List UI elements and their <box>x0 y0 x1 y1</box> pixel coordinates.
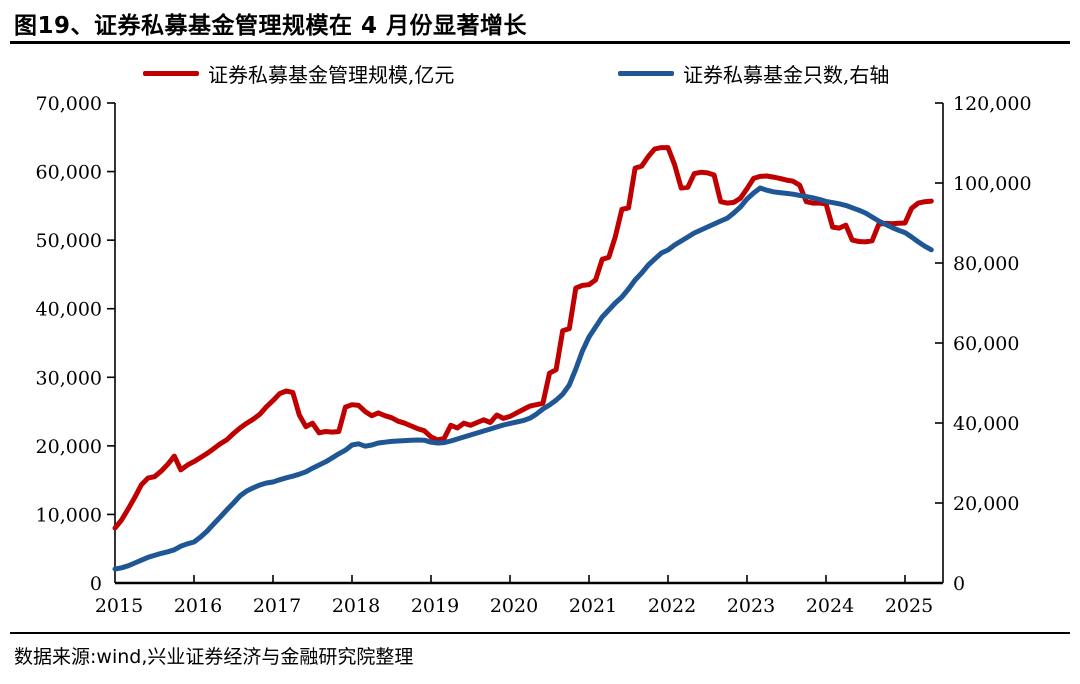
legend-item-scale: 证券私募基金管理规模,亿元 <box>143 60 455 87</box>
legend-swatch-blue-line <box>618 70 674 76</box>
series-line-count <box>112 185 934 572</box>
legend-label-count: 证券私募基金只数,右轴 <box>683 62 890 87</box>
svg-text:20,000: 20,000 <box>36 436 102 458</box>
svg-text:2021: 2021 <box>569 595 617 617</box>
x-axis-ticks: 2015 2016 2017 2018 2019 2020 2021 2022 2023 2024… <box>95 575 933 617</box>
svg-text:2018: 2018 <box>332 595 380 617</box>
left-axis-ticks: 0 10,000 20,000 30,000 40,000 50,000 60,000 70,… <box>36 93 115 595</box>
legend-swatch-red-line <box>143 70 199 76</box>
svg-text:2015: 2015 <box>95 595 143 617</box>
svg-text:2017: 2017 <box>253 595 301 617</box>
axes <box>114 103 944 585</box>
title-divider <box>10 41 1070 44</box>
figure-title: 图19、证券私募基金管理规模在 4 月份显著增长 <box>14 13 528 39</box>
svg-text:70,000: 70,000 <box>36 93 102 115</box>
footer-divider <box>10 632 1070 634</box>
svg-text:2023: 2023 <box>727 595 775 617</box>
right-axis-ticks: 0 20,000 40,000 60,000 80,000 100,000 120,000 <box>935 93 1032 595</box>
svg-text:80,000: 80,000 <box>953 253 1019 275</box>
svg-text:20,000: 20,000 <box>953 493 1019 515</box>
svg-text:30,000: 30,000 <box>36 367 102 389</box>
legend-label-scale: 证券私募基金管理规模,亿元 <box>208 62 455 87</box>
svg-text:10,000: 10,000 <box>36 504 102 526</box>
legend-item-count: 证券私募基金只数,右轴 <box>618 60 890 87</box>
svg-text:60,000: 60,000 <box>36 162 102 184</box>
svg-text:2019: 2019 <box>411 595 459 617</box>
svg-text:2016: 2016 <box>174 595 222 617</box>
svg-text:40,000: 40,000 <box>953 413 1019 435</box>
series-line-scale <box>112 145 934 531</box>
svg-text:50,000: 50,000 <box>36 230 102 252</box>
svg-text:100,000: 100,000 <box>953 173 1032 195</box>
svg-text:2020: 2020 <box>490 595 538 617</box>
data-source: 数据来源:wind,兴业证券经济与金融研究院整理 <box>14 646 414 668</box>
svg-text:40,000: 40,000 <box>36 299 102 321</box>
svg-text:2024: 2024 <box>806 595 854 617</box>
svg-text:0: 0 <box>953 573 965 595</box>
legend: 证券私募基金管理规模,亿元 证券私募基金只数,右轴 <box>0 60 1080 87</box>
svg-text:2025: 2025 <box>885 595 933 617</box>
svg-text:2022: 2022 <box>648 595 696 617</box>
svg-text:60,000: 60,000 <box>953 333 1019 355</box>
svg-text:0: 0 <box>90 573 102 595</box>
svg-text:120,000: 120,000 <box>953 93 1032 115</box>
